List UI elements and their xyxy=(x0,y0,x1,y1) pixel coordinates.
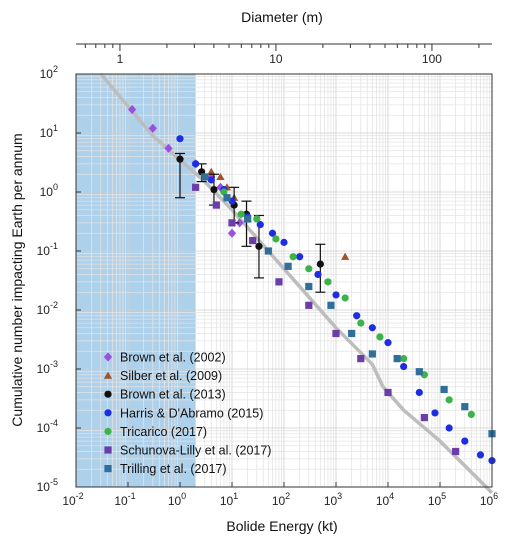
data-point xyxy=(289,253,297,261)
data-point xyxy=(332,291,340,299)
data-point xyxy=(201,173,209,181)
data-point xyxy=(357,355,365,363)
legend-marker xyxy=(103,371,113,379)
data-point xyxy=(176,155,184,163)
data-point xyxy=(332,329,340,338)
data-point xyxy=(268,229,277,237)
legend-entry: Brown et al. (2002) xyxy=(120,351,226,365)
data-point xyxy=(216,172,225,181)
data-point xyxy=(324,278,332,286)
data-point xyxy=(228,219,236,227)
data-point xyxy=(368,324,376,332)
data-point xyxy=(223,194,231,202)
legend-entry: Tricarico (2017) xyxy=(120,425,207,439)
data-point xyxy=(237,210,245,218)
data-point xyxy=(384,339,392,347)
data-point xyxy=(461,403,469,411)
data-point xyxy=(445,396,453,404)
data-point xyxy=(476,451,485,459)
data-point xyxy=(305,301,313,309)
data-point xyxy=(176,135,184,143)
data-point xyxy=(461,437,469,445)
plot-area: 10-2 10-1 100 101 102 103 104 105 10610210110010… xyxy=(37,43,498,508)
data-point xyxy=(445,424,453,432)
series-2 xyxy=(175,152,326,293)
legend-marker xyxy=(104,427,112,435)
data-point xyxy=(384,388,392,397)
data-point xyxy=(235,218,244,228)
data-point xyxy=(368,350,376,358)
data-point xyxy=(164,143,173,153)
legend-marker xyxy=(103,352,113,362)
series-5 xyxy=(192,183,460,456)
legend-entry: Silber et al. (2009) xyxy=(120,369,222,383)
data-point xyxy=(376,333,384,341)
data-point xyxy=(305,282,313,291)
legend-marker xyxy=(104,465,112,473)
data-point xyxy=(341,294,349,302)
data-point xyxy=(272,235,280,243)
data-point xyxy=(400,355,408,363)
power-law-curve xyxy=(99,72,494,494)
data-point xyxy=(393,355,401,363)
data-point xyxy=(128,104,137,115)
series-3 xyxy=(176,135,496,465)
data-point xyxy=(467,410,475,419)
data-point xyxy=(148,123,157,133)
data-point xyxy=(415,368,423,376)
data-point xyxy=(256,221,264,229)
legend-marker xyxy=(104,390,112,398)
data-point xyxy=(264,247,272,255)
legend-marker xyxy=(104,409,112,417)
legend: Brown et al. (2002) Silber et al. (2009) B… xyxy=(103,351,271,476)
legend-entry: Harris & D'Abramo (2015) xyxy=(120,406,263,420)
data-point xyxy=(220,188,228,196)
series-4 xyxy=(220,188,475,419)
data-point xyxy=(316,260,324,268)
data-point xyxy=(192,183,200,191)
data-point xyxy=(212,201,220,209)
data-point xyxy=(348,329,356,338)
data-point xyxy=(357,319,365,327)
data-point xyxy=(431,409,439,417)
x-axis-label: Bolide Energy (kt) xyxy=(226,518,337,534)
data-point xyxy=(275,278,283,286)
data-point xyxy=(440,385,448,394)
y-axis-label: Cumulative number impacting Earth per an… xyxy=(9,133,25,426)
data-point xyxy=(353,312,361,320)
data-point xyxy=(207,167,216,175)
data-point xyxy=(296,253,304,261)
data-point xyxy=(227,228,237,238)
data-point xyxy=(207,176,215,184)
data-point xyxy=(420,414,428,422)
legend-marker xyxy=(104,446,112,454)
legend-entry: Brown et al. (2013) xyxy=(120,388,226,402)
data-point xyxy=(327,301,335,309)
data-point xyxy=(400,362,408,371)
data-point xyxy=(305,265,313,273)
data-point xyxy=(249,237,257,245)
data-point xyxy=(244,215,252,223)
shaded-region xyxy=(76,74,196,487)
top-tick-label: 10 xyxy=(269,52,283,66)
top-tick-label: 1 xyxy=(117,52,124,66)
top-axis-label: Diameter (m) xyxy=(241,9,323,25)
data-point xyxy=(280,238,288,246)
data-point xyxy=(210,185,218,194)
data-point xyxy=(192,160,200,168)
data-point xyxy=(284,262,292,270)
data-point xyxy=(255,242,263,250)
data-point xyxy=(415,388,423,397)
data-point xyxy=(341,252,350,260)
legend-entry: Schunova-Lilly et al. (2017) xyxy=(120,444,271,458)
data-point xyxy=(452,447,460,456)
data-point xyxy=(314,270,322,279)
legend-entry: Trilling et al. (2017) xyxy=(120,462,227,476)
data-point xyxy=(253,215,261,223)
top-tick-label: 100 xyxy=(422,52,442,66)
